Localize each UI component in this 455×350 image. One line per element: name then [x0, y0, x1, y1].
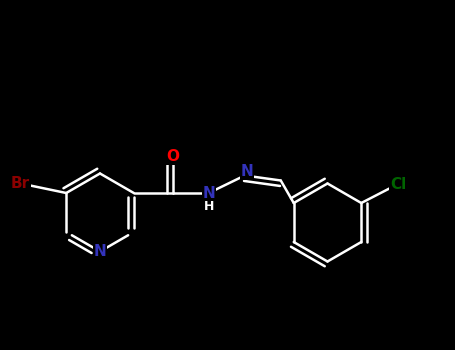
Text: Br: Br [10, 175, 30, 190]
Text: N: N [202, 186, 215, 201]
Text: N: N [94, 244, 106, 259]
Text: Cl: Cl [390, 177, 406, 192]
Text: O: O [166, 149, 179, 164]
Text: H: H [203, 201, 214, 214]
Text: N: N [241, 164, 253, 180]
